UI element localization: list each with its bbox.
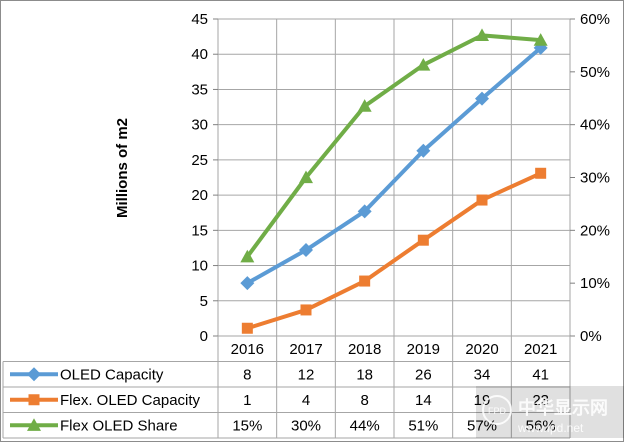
x-tick-label: 2019	[407, 341, 440, 358]
y-tick-label: 35	[191, 81, 208, 98]
watermark-url: www.fpd.net	[517, 421, 584, 435]
y2-tick-label: 30%	[580, 170, 610, 187]
data-point	[299, 170, 313, 184]
table-cell: 18	[356, 366, 373, 383]
data-point	[417, 234, 429, 246]
table-cell: 8	[360, 392, 368, 409]
table-cell: 1	[243, 392, 251, 409]
legend-marker	[27, 418, 41, 431]
y2-tick-label: 50%	[580, 64, 610, 81]
legend-marker	[27, 367, 41, 382]
data-point	[475, 91, 489, 106]
legend-marker	[28, 394, 40, 406]
y-tick-label: 10	[191, 258, 208, 275]
y2-tick-label: 10%	[580, 275, 610, 292]
y-tick-label: 25	[191, 152, 208, 169]
table-cell: 41	[532, 366, 549, 383]
x-tick-label: 2017	[289, 341, 322, 358]
x-tick-label: 2018	[348, 341, 381, 358]
series-layer	[240, 28, 548, 334]
table-cell: 26	[415, 366, 432, 383]
table-cell: 34	[474, 366, 491, 383]
table-cell: 15%	[232, 417, 262, 434]
data-point	[359, 275, 371, 287]
legend-label: Flex OLED Share	[60, 417, 178, 434]
watermark-logo: FPD 中华显示网 www.fpd.net	[476, 386, 624, 438]
table-cell: 51%	[408, 417, 438, 434]
data-point	[300, 304, 312, 316]
tick-layer: 0 5 10 15 20 25 30 35 40 45 0% 10% 20% 30% 40% 50% 60%	[191, 11, 610, 345]
data-point	[240, 249, 255, 263]
y-tick-label: 45	[191, 11, 208, 28]
y-tick-label: 20	[191, 187, 208, 204]
y-tick-label: 0	[200, 328, 208, 345]
grid-layer	[213, 18, 575, 337]
y2-tick-label: 0%	[580, 328, 602, 345]
y-tick-label: 40	[191, 46, 208, 63]
y2-tick-label: 20%	[580, 222, 610, 239]
data-point	[475, 28, 489, 41]
legend-label: Flex. OLED Capacity	[60, 392, 201, 409]
y2-tick-label: 40%	[580, 117, 610, 134]
series-line-2	[246, 171, 542, 331]
x-tick-label: 2020	[465, 341, 498, 358]
data-point	[240, 276, 255, 291]
y-tick-label: 5	[200, 293, 208, 310]
table-cell: 12	[298, 366, 315, 383]
y-tick-label: 15	[191, 222, 208, 239]
data-point	[241, 322, 253, 334]
watermark-logo-mark: FPD	[488, 406, 507, 416]
watermark-cn-text: 中华显示网	[518, 397, 608, 418]
series-line-3	[245, 33, 541, 258]
y-tick-label: 30	[191, 117, 208, 134]
data-point	[299, 243, 313, 258]
table-cell: 19	[474, 392, 491, 409]
table-cell: 44%	[350, 417, 380, 434]
data-point	[533, 33, 548, 46]
data-point	[535, 167, 547, 179]
data-point	[357, 204, 372, 219]
table-cell: 23	[532, 392, 549, 409]
y-axis-title: Millions of m2	[114, 118, 131, 218]
table-cell: 4	[302, 392, 310, 409]
data-point	[416, 57, 431, 71]
table-cell: 8	[243, 366, 251, 383]
table-cell: 30%	[291, 417, 321, 434]
data-point	[476, 194, 488, 206]
data-point	[416, 143, 431, 158]
series-line-1	[246, 46, 542, 285]
legend-label: OLED Capacity	[60, 366, 164, 383]
table-cell: 56%	[526, 417, 556, 434]
table-cell: 14	[415, 392, 432, 409]
x-tick-label: 2021	[524, 341, 557, 358]
x-tick-label: 2016	[231, 341, 264, 358]
y2-tick-label: 60%	[580, 11, 610, 28]
data-point	[357, 99, 372, 112]
